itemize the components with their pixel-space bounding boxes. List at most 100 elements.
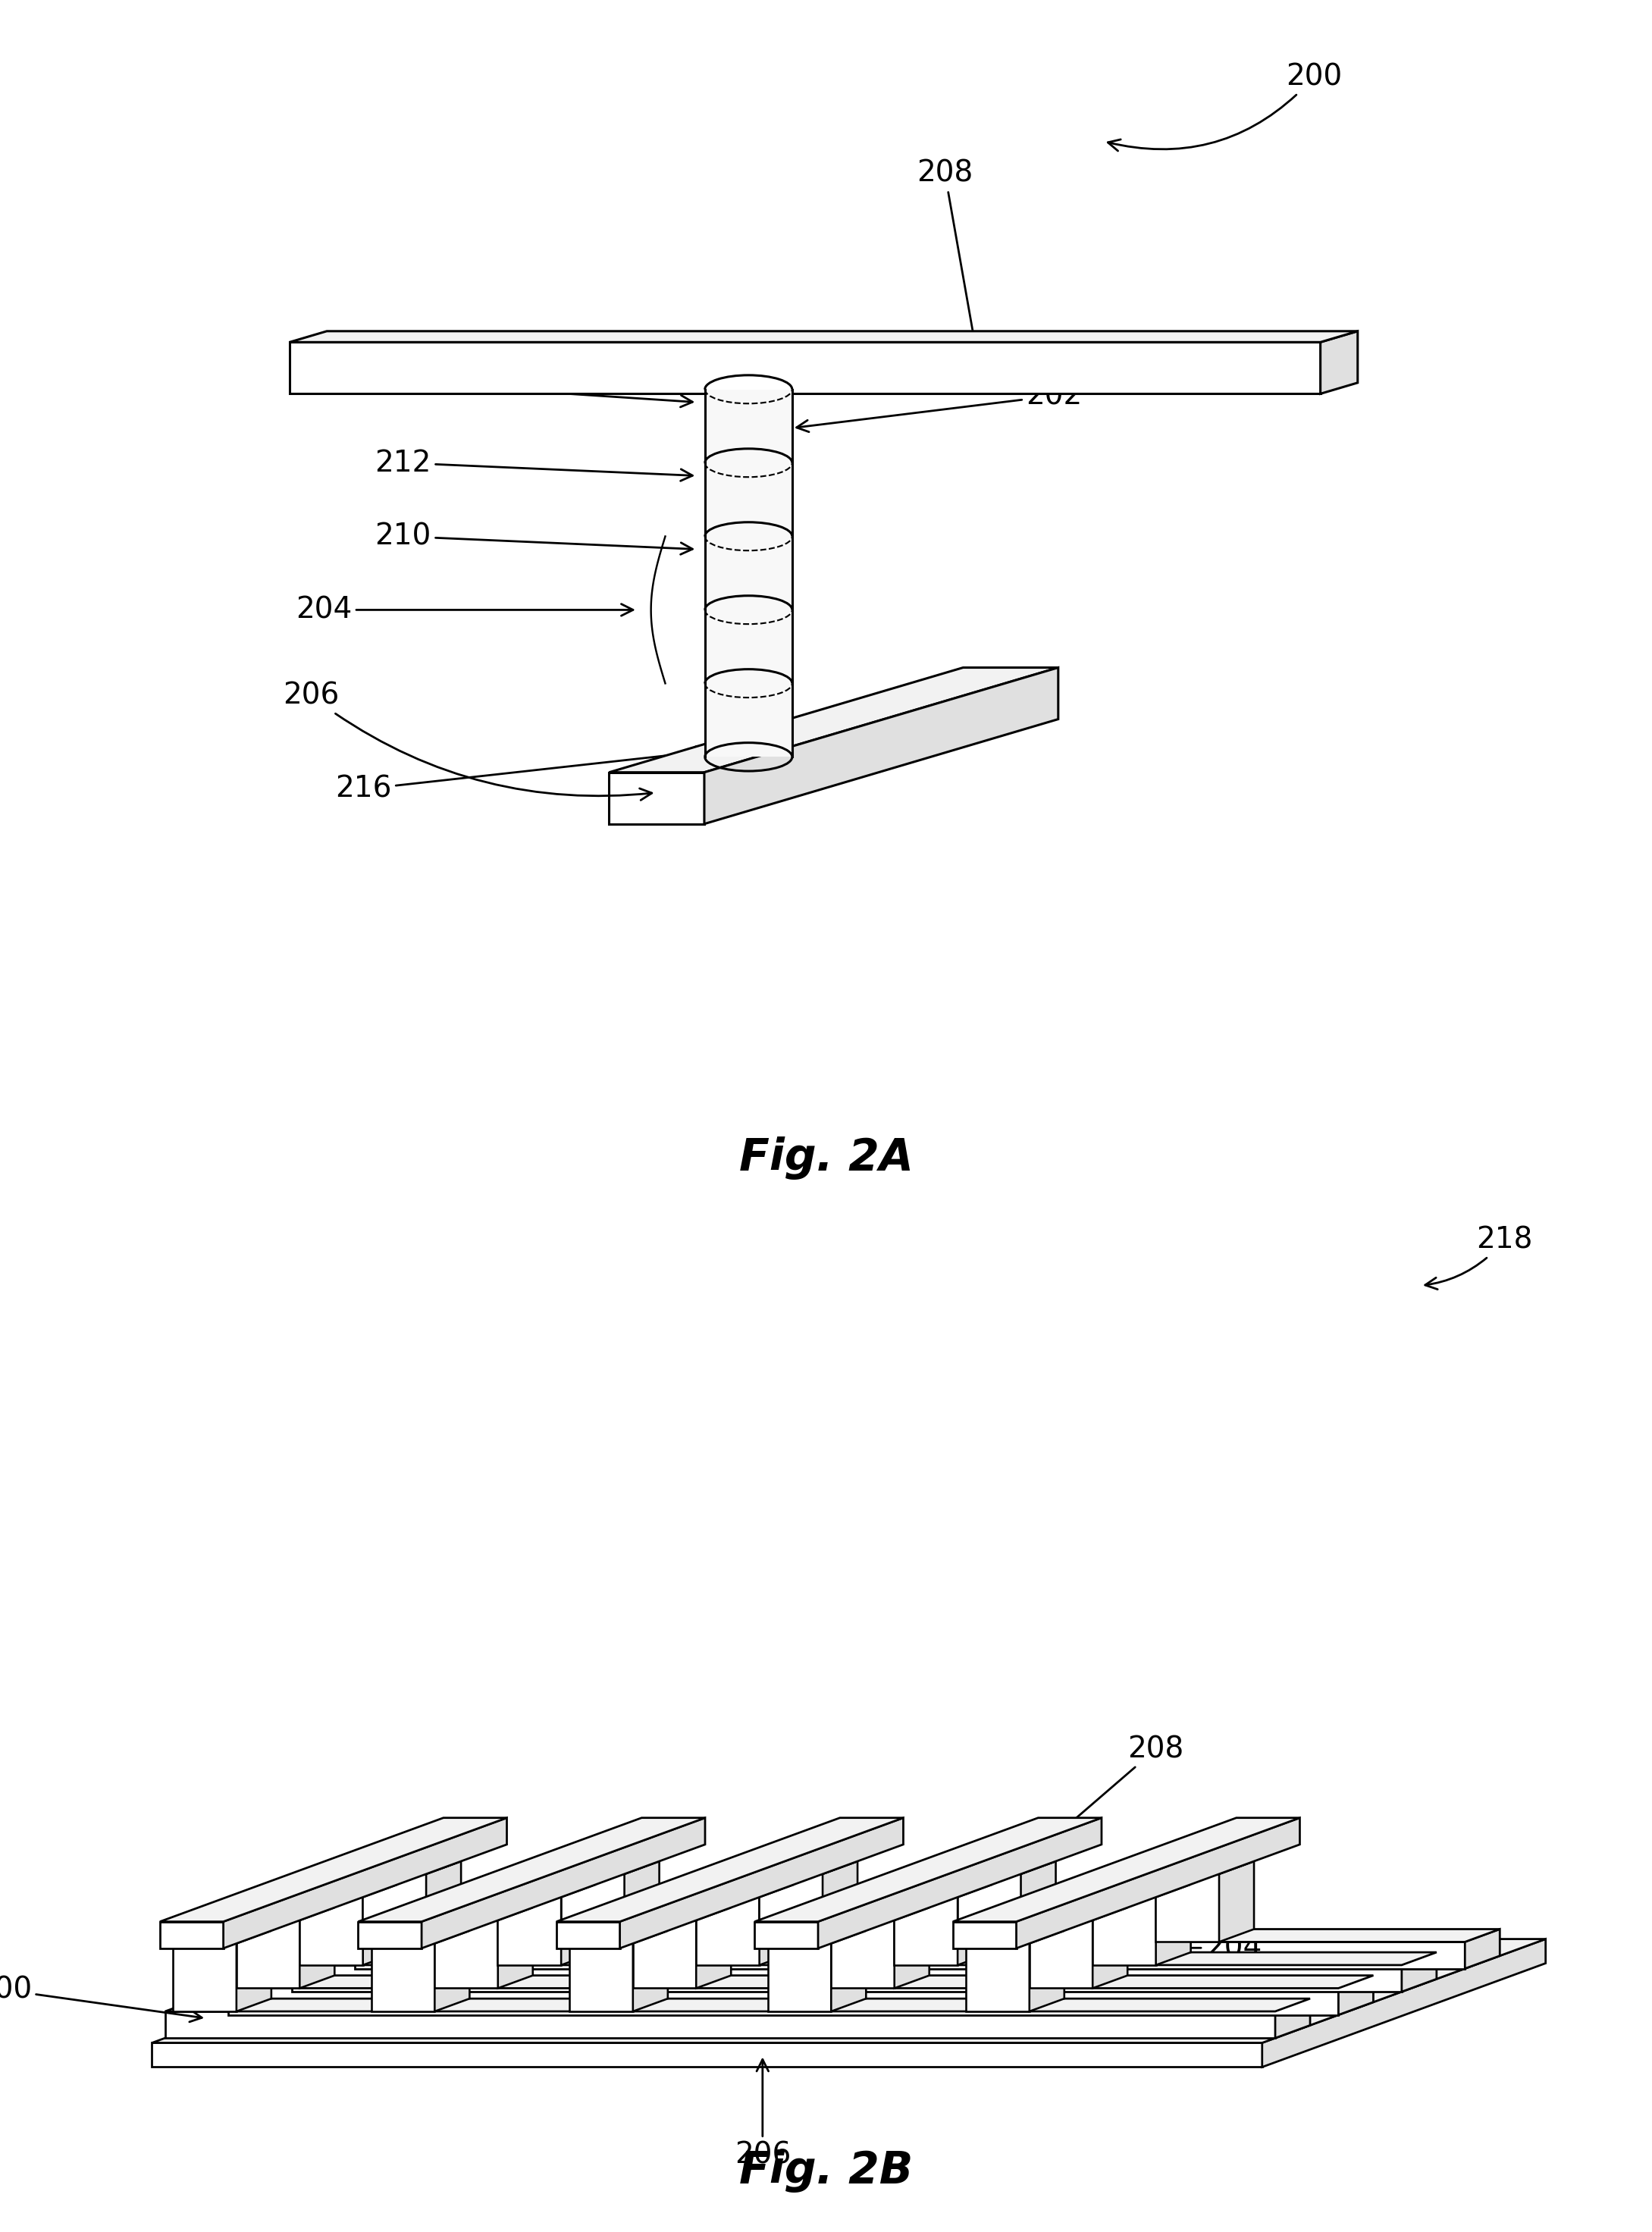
Polygon shape [768,1931,866,1944]
Polygon shape [1156,1861,1254,1875]
Polygon shape [633,1920,695,1989]
Polygon shape [633,1931,667,2011]
Polygon shape [152,2042,1262,2067]
Text: 208: 208 [917,158,981,359]
Polygon shape [1320,330,1358,393]
Polygon shape [894,1897,958,1964]
Polygon shape [760,1875,823,1942]
Polygon shape [966,1944,1029,2011]
Polygon shape [434,1920,497,1989]
Polygon shape [1338,1975,1373,2015]
Polygon shape [958,1884,993,1964]
Polygon shape [1156,1875,1219,1942]
Text: 204: 204 [1146,1933,1262,1962]
Polygon shape [173,1931,271,1944]
Text: 206: 206 [735,2060,791,2170]
Polygon shape [953,1817,1300,1922]
Polygon shape [173,1944,236,2011]
Polygon shape [958,1861,1056,1875]
Polygon shape [355,1928,1500,1942]
Polygon shape [958,1875,1021,1942]
Polygon shape [831,1920,894,1989]
Polygon shape [620,1817,904,1949]
Text: 204: 204 [296,596,633,625]
Polygon shape [755,1922,818,1949]
Polygon shape [1092,1884,1191,1897]
Polygon shape [760,1884,795,1964]
Polygon shape [289,330,1358,341]
Text: 216: 216 [335,745,709,804]
Polygon shape [299,1908,335,1989]
Polygon shape [562,1884,596,1964]
Polygon shape [1156,1884,1191,1964]
Polygon shape [355,1942,1465,1969]
Polygon shape [818,1817,1102,1949]
Polygon shape [363,1875,426,1942]
Polygon shape [165,2011,1275,2038]
Polygon shape [570,1931,667,1944]
Text: 214: 214 [375,368,692,406]
Polygon shape [165,1998,1310,2011]
Text: 200: 200 [1108,62,1341,152]
Polygon shape [1016,1817,1300,1949]
Text: 200: 200 [0,1975,202,2022]
Polygon shape [152,1940,1546,2042]
Polygon shape [823,1861,857,1942]
Polygon shape [570,1944,633,2011]
Polygon shape [363,1884,398,1964]
Polygon shape [704,667,1059,824]
Polygon shape [610,772,704,824]
Polygon shape [299,1884,398,1897]
Polygon shape [1262,1940,1546,2067]
Polygon shape [624,1861,659,1942]
Text: 210: 210 [375,522,692,554]
Polygon shape [160,1817,507,1922]
Polygon shape [894,1884,993,1897]
Polygon shape [953,1922,1016,1949]
Polygon shape [497,1908,534,1989]
Polygon shape [562,1875,624,1942]
Text: 206: 206 [282,681,653,799]
Text: 218: 218 [1426,1225,1533,1290]
Polygon shape [1029,1920,1092,1989]
Polygon shape [228,1975,1373,1989]
Polygon shape [1219,1861,1254,1942]
Polygon shape [557,1817,904,1922]
Polygon shape [358,1922,421,1949]
Polygon shape [1092,1908,1128,1989]
Polygon shape [289,341,1320,393]
Polygon shape [299,1897,363,1964]
Polygon shape [426,1861,461,1942]
Polygon shape [1092,1897,1156,1964]
Polygon shape [562,1861,659,1875]
Polygon shape [372,1931,469,1944]
Polygon shape [497,1897,562,1964]
Polygon shape [755,1817,1102,1922]
Polygon shape [363,1861,461,1875]
Polygon shape [1275,1998,1310,2038]
Text: 202: 202 [796,382,1082,433]
Polygon shape [160,1922,223,1949]
Text: 212: 212 [375,449,692,480]
Polygon shape [291,1953,1437,1964]
Polygon shape [705,388,791,757]
Polygon shape [372,1944,434,2011]
Polygon shape [236,1908,335,1920]
Text: Fig. 2B: Fig. 2B [738,2149,914,2192]
Polygon shape [434,1908,534,1920]
Polygon shape [695,1884,795,1897]
Polygon shape [497,1884,596,1897]
Polygon shape [966,1931,1064,1944]
Polygon shape [831,1931,866,2011]
Polygon shape [223,1817,507,1949]
Polygon shape [633,1908,732,1920]
Polygon shape [894,1908,930,1989]
Polygon shape [760,1861,857,1875]
Polygon shape [1021,1861,1056,1942]
Polygon shape [695,1908,732,1989]
Polygon shape [768,1944,831,2011]
Polygon shape [557,1922,620,1949]
Polygon shape [236,1931,271,2011]
Polygon shape [358,1817,705,1922]
Polygon shape [695,1897,760,1964]
